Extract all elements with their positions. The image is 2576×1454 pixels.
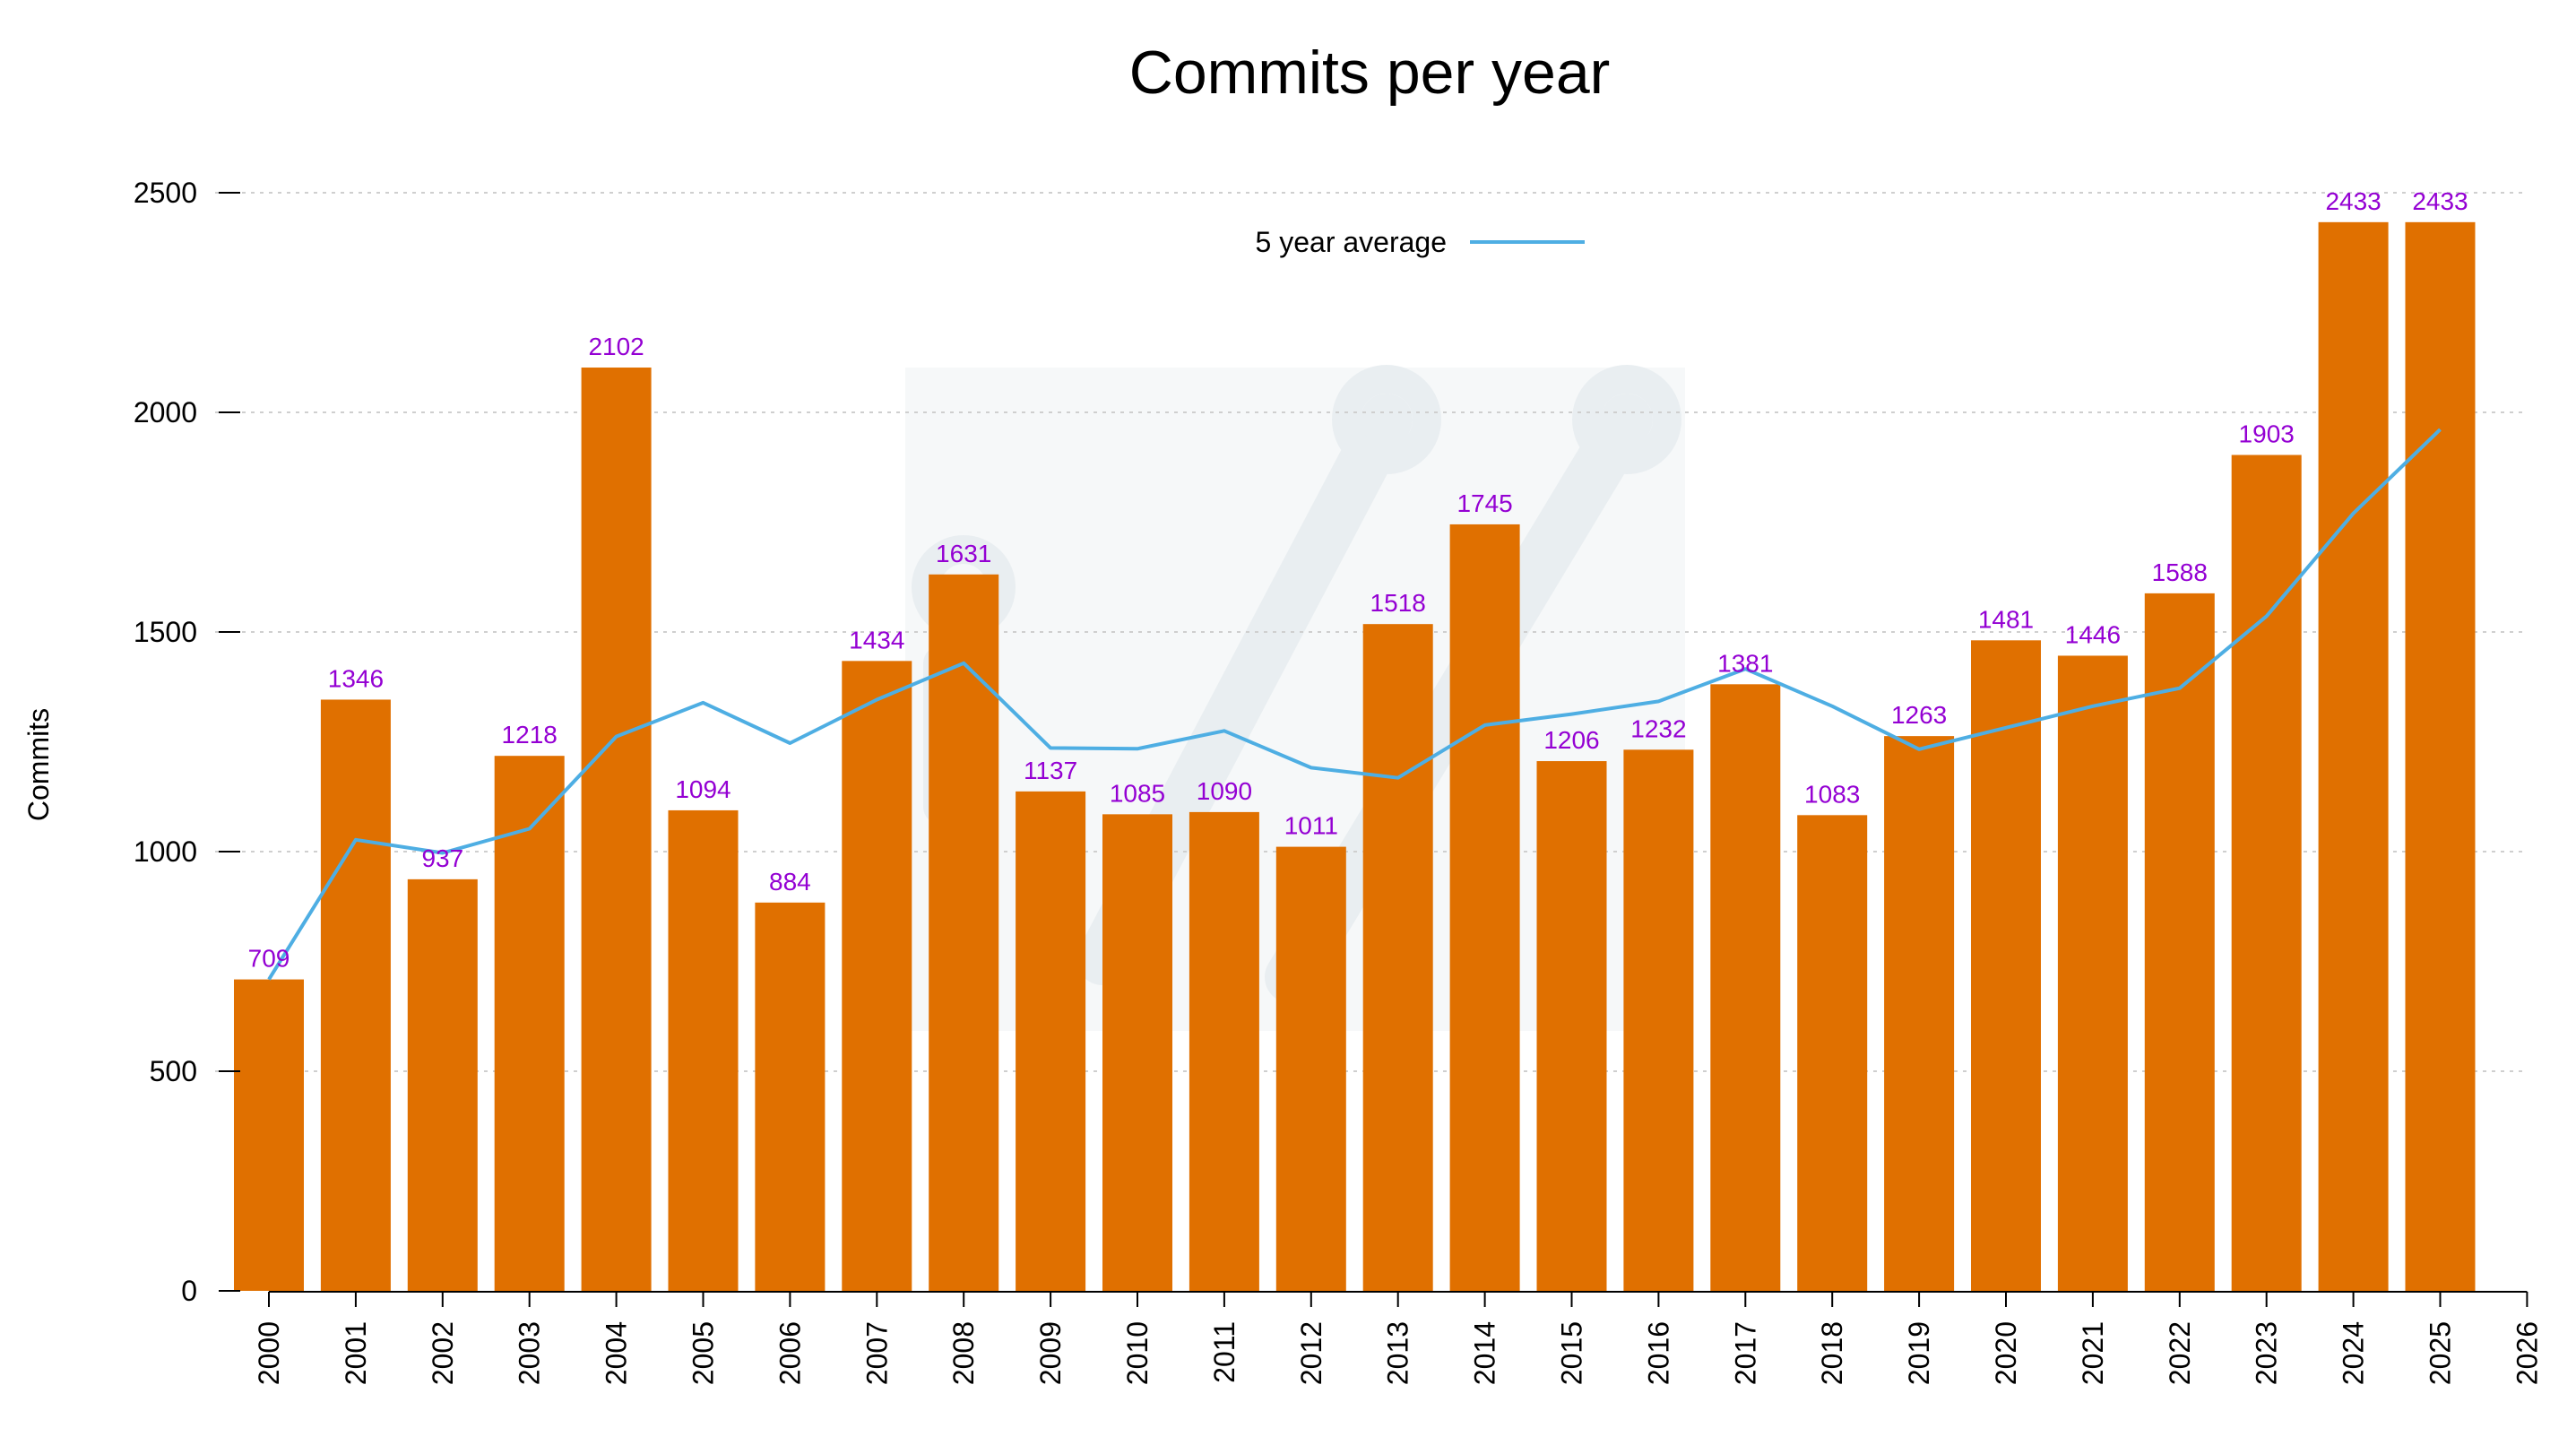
bar-2013: [1362, 624, 1433, 1291]
data-label-2021: 1446: [2065, 620, 2121, 648]
x-tick-label-2002: 2002: [427, 1321, 459, 1385]
x-tick-label-2001: 2001: [340, 1321, 372, 1385]
bar-2001: [320, 699, 391, 1291]
y-tick-label-1000: 1000: [134, 835, 197, 868]
data-label-2000: 709: [248, 945, 290, 973]
x-tick-label-2012: 2012: [1295, 1321, 1327, 1385]
data-label-2011: 1090: [1197, 777, 1252, 805]
data-label-2007: 1434: [849, 626, 904, 653]
bar-2011: [1189, 811, 1259, 1291]
data-label-2022: 1588: [2152, 558, 2208, 586]
bar-2018: [1797, 815, 1868, 1291]
y-tick-label-500: 500: [150, 1055, 197, 1087]
bar-2006: [755, 902, 826, 1291]
bar-2008: [929, 574, 999, 1291]
x-tick-label-2007: 2007: [860, 1321, 893, 1385]
bar-2014: [1449, 524, 1520, 1291]
bar-2020: [1971, 640, 2041, 1291]
data-label-2002: 937: [421, 844, 463, 872]
x-tick-label-2026: 2026: [2511, 1321, 2543, 1385]
x-tick-label-2018: 2018: [1816, 1321, 1848, 1385]
legend-label-5-year-average: 5 year average: [1256, 226, 1447, 258]
bar-2017: [1710, 684, 1781, 1291]
x-tick-label-2006: 2006: [774, 1321, 806, 1385]
y-tick-label-0: 0: [181, 1275, 197, 1307]
data-label-2019: 1263: [1891, 701, 1947, 729]
bar-2004: [581, 368, 652, 1291]
x-tick-label-2017: 2017: [1729, 1321, 1761, 1385]
data-label-2020: 1481: [1978, 605, 2034, 633]
data-label-2014: 1745: [1457, 489, 1512, 517]
x-tick-label-2021: 2021: [2077, 1321, 2109, 1385]
x-tick-label-2003: 2003: [514, 1321, 546, 1385]
bar-2025: [2405, 221, 2476, 1292]
x-tick-label-2025: 2025: [2425, 1321, 2457, 1385]
bar-2009: [1016, 791, 1086, 1291]
axes: 0 500 1000 1500 2000 2500 2000 2001 2002 2003 2004…: [134, 177, 2544, 1385]
x-tick-label-2022: 2022: [2164, 1321, 2196, 1385]
data-label-2006: 884: [769, 868, 811, 896]
y-axis-label: Commits: [22, 708, 55, 821]
line-series: [267, 428, 2442, 981]
data-label-2023: 1903: [2239, 420, 2295, 448]
data-label-2009: 1137: [1024, 757, 1077, 784]
bars: [234, 221, 2476, 1292]
y-tick-label-1500: 1500: [134, 616, 197, 648]
data-label-2005: 1094: [675, 775, 730, 803]
bar-2002: [407, 878, 478, 1291]
bar-2015: [1536, 761, 1607, 1291]
x-tick-label-2009: 2009: [1034, 1321, 1067, 1385]
bar-2000: [234, 979, 304, 1291]
data-label-2013: 1518: [1370, 589, 1426, 617]
data-label-2008: 1631: [936, 540, 991, 567]
x-tick-label-2023: 2023: [2251, 1321, 2283, 1385]
x-tick-label-2011: 2011: [1208, 1321, 1240, 1383]
bar-2019: [1884, 736, 1955, 1291]
data-label-2015: 1206: [1543, 726, 1599, 754]
bar-2024: [2318, 221, 2389, 1292]
data-label-2003: 1218: [502, 721, 558, 749]
bar-2016: [1623, 749, 1694, 1291]
bar-data-labels: 709 1346 937 1218 2102 1094 884 1434 1631 1137 108…: [248, 187, 2468, 973]
x-tick-label-2015: 2015: [1556, 1321, 1588, 1385]
x-tick-label-2013: 2013: [1382, 1321, 1414, 1385]
y-tick-label-2500: 2500: [134, 177, 197, 209]
data-label-2016: 1232: [1630, 714, 1686, 742]
x-tick-label-2010: 2010: [1121, 1321, 1154, 1385]
x-tick-label-2000: 2000: [253, 1321, 285, 1385]
data-label-2004: 2102: [588, 333, 644, 360]
line-5-year-average: [267, 428, 2442, 981]
bar-2007: [842, 661, 912, 1291]
bar-2003: [494, 756, 565, 1291]
chart-title: Commits per year: [1129, 39, 1611, 107]
data-label-2017: 1381: [1717, 649, 1773, 677]
x-tick-label-2008: 2008: [947, 1321, 980, 1385]
bar-2023: [2231, 454, 2302, 1291]
data-label-2018: 1083: [1804, 780, 1860, 808]
bar-2012: [1275, 846, 1346, 1291]
x-tick-label-2024: 2024: [2338, 1321, 2370, 1385]
x-tick-label-2016: 2016: [1642, 1321, 1674, 1385]
data-label-2010: 1085: [1110, 779, 1165, 807]
legend: 5 year average: [1256, 226, 1585, 258]
data-label-2001: 1346: [328, 664, 384, 692]
x-tick-label-2004: 2004: [601, 1321, 633, 1385]
x-tick-label-2020: 2020: [1990, 1321, 2022, 1385]
x-tick-label-2019: 2019: [1903, 1321, 1935, 1385]
data-label-2012: 1011: [1284, 812, 1338, 840]
y-tick-label-2000: 2000: [134, 396, 197, 428]
x-tick-label-2014: 2014: [1469, 1321, 1501, 1385]
bar-2022: [2144, 593, 2215, 1291]
bar-2010: [1102, 814, 1172, 1291]
bar-2005: [668, 809, 739, 1291]
x-tick-label-2005: 2005: [687, 1321, 720, 1385]
data-label-2025: 2433: [2412, 187, 2468, 215]
data-label-2024: 2433: [2325, 187, 2381, 215]
bar-2021: [2057, 655, 2128, 1291]
